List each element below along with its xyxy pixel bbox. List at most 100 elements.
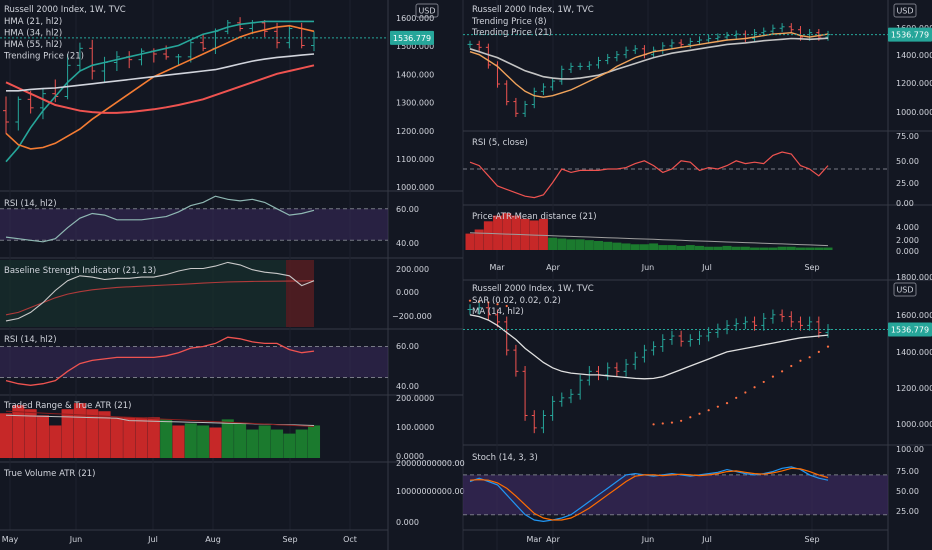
atr-bar (258, 425, 271, 458)
left-chart-title: Russell 2000 Index, 1W, TVC (4, 5, 126, 15)
atr-tick: 200.0000 (396, 394, 434, 403)
atr-bar (61, 409, 74, 458)
right-atr-dist-bar (759, 247, 769, 250)
rsi2-title: RSI (14, hl2) (4, 335, 57, 345)
atr-bar (36, 415, 49, 458)
rsi1-line (5, 195, 315, 243)
right-bottom-sar-dot (744, 391, 747, 394)
right-atr-dist-bar (493, 215, 503, 250)
right-atr-dist-bar (483, 221, 493, 250)
right-top-last-price-tag-bg (888, 27, 932, 42)
atr-bar (98, 411, 111, 458)
left-series-line-0 (5, 20, 314, 163)
left-last-price-tag: 1536.779 (393, 34, 431, 43)
left-month-label: Oct (343, 535, 357, 544)
right-rsi-tick: 25.00 (896, 179, 919, 188)
atr-bar (86, 409, 99, 458)
left-usd-label-box (415, 3, 439, 18)
right-atr-dist-bar (630, 244, 640, 250)
right-bottom-sar-dot (808, 356, 811, 359)
right-top-usd-label-box (893, 3, 917, 18)
right-top-price-tick: 1200.000 (896, 79, 932, 88)
right-bottom-sar-dot (817, 350, 820, 353)
right-top-trend8-line (469, 31, 829, 98)
right-bottom-sar-dot (790, 364, 793, 368)
right-atr-dist-bar (649, 243, 659, 250)
right-bottom-sar-dot (505, 304, 508, 308)
right-atr-dist-bar (685, 245, 695, 250)
right-bottom-sar-dot (496, 303, 499, 306)
right-atr-dist-bar (676, 245, 686, 250)
atr-bar (49, 425, 62, 458)
right-bottom-price-tick: 1000.000 (896, 420, 932, 429)
vol-tick: 20000000000.00 (396, 459, 465, 468)
right-atr-dist-bar (621, 243, 631, 250)
right-top-price-tick: 1400.000 (896, 51, 932, 60)
right-atr-dist-bar (713, 246, 723, 250)
left-price-tick: 1600.000 (396, 14, 434, 23)
right-atr-dist-bar (805, 247, 815, 250)
right-atr-dist-bar (786, 246, 796, 250)
atr-bar (73, 403, 86, 458)
right-atr-dist-bar (639, 244, 649, 250)
rsi2-line (5, 336, 315, 386)
stoch-tick: 50.00 (896, 487, 919, 496)
left-month-label: Aug (205, 535, 221, 544)
left-series-line-3 (6, 53, 315, 92)
right-bottom-last-price-tag: 1536.779 (891, 325, 929, 334)
atr-bar (123, 417, 136, 458)
right-atr-dist-tick: 4.000 (896, 223, 919, 232)
baseline-red-zone (286, 260, 314, 327)
right-bottom-legend-item: SAR (0.02, 0.02, 0.2) (472, 296, 561, 306)
atr-mean-line (5, 410, 315, 427)
baseline-tick: 200.000 (396, 265, 429, 274)
left-last-price-tag-bg (390, 30, 434, 45)
left-price-tick: 1200.000 (396, 127, 434, 136)
right-atr-dist-bar (704, 246, 714, 250)
atr-title: Traded Range & True ATR (21) (3, 401, 132, 411)
atr-tick: 100.0000 (396, 423, 434, 432)
right-bottom-sar-dot (478, 300, 481, 303)
atr-bar (184, 423, 197, 458)
right-bottom-sar-dot (753, 386, 756, 389)
atr-bar (12, 405, 25, 458)
left-month-label: May (2, 535, 19, 544)
right-bottom-sar-dot (826, 345, 830, 348)
stoch-tick: 100.00 (896, 445, 924, 454)
stoch-tick: 25.00 (896, 507, 919, 516)
atr-bar (24, 409, 37, 458)
right-bottom-sar-dot (771, 375, 775, 378)
stoch-title: Stoch (14, 3, 3) (472, 453, 538, 463)
atr-tick: 0.0000 (396, 452, 424, 461)
right-top-last-price-tag: 1536.779 (891, 31, 929, 40)
right-atr-dist-bar (750, 247, 760, 250)
right-bottom-price-tick: 1600.000 (896, 311, 932, 320)
baseline-signal-line (5, 280, 315, 316)
right-atr-dist-bar (584, 240, 594, 250)
right-bottom-month-label: Jun (641, 535, 655, 544)
right-atr-dist-bar (594, 240, 604, 250)
right-bottom-sar-dot (652, 423, 655, 426)
right-top-price-tick: 1000.000 (896, 108, 932, 117)
right-rsi-tick: 0.00 (896, 199, 914, 208)
right-atr-dist-bar (465, 233, 475, 250)
right-atr-dist-bar (502, 213, 512, 250)
vol-tick: 10000000000.00 (396, 487, 465, 496)
right-bottom-month-label: Mar (526, 535, 542, 544)
atr-bar (221, 419, 234, 458)
right-atr-dist-bar (474, 229, 484, 250)
right-atr-dist-bar (566, 239, 576, 250)
right-bottom-usd-label: USD (896, 286, 913, 295)
stoch-k-line (469, 466, 829, 523)
right-bottom-title: Russell 2000 Index, 1W, TVC (472, 284, 594, 294)
right-bottom-last-price-tag-bg (888, 322, 932, 337)
right-rsi-tick: 50.00 (896, 157, 919, 166)
atr-bar (283, 433, 296, 458)
right-atr-dist-bar (603, 241, 613, 250)
right-atr-dist-bar (731, 246, 741, 250)
right-atr-dist-bar (768, 247, 778, 250)
right-atr-dist-bar (722, 245, 732, 250)
right-bottom-usd-label-box (893, 282, 917, 297)
